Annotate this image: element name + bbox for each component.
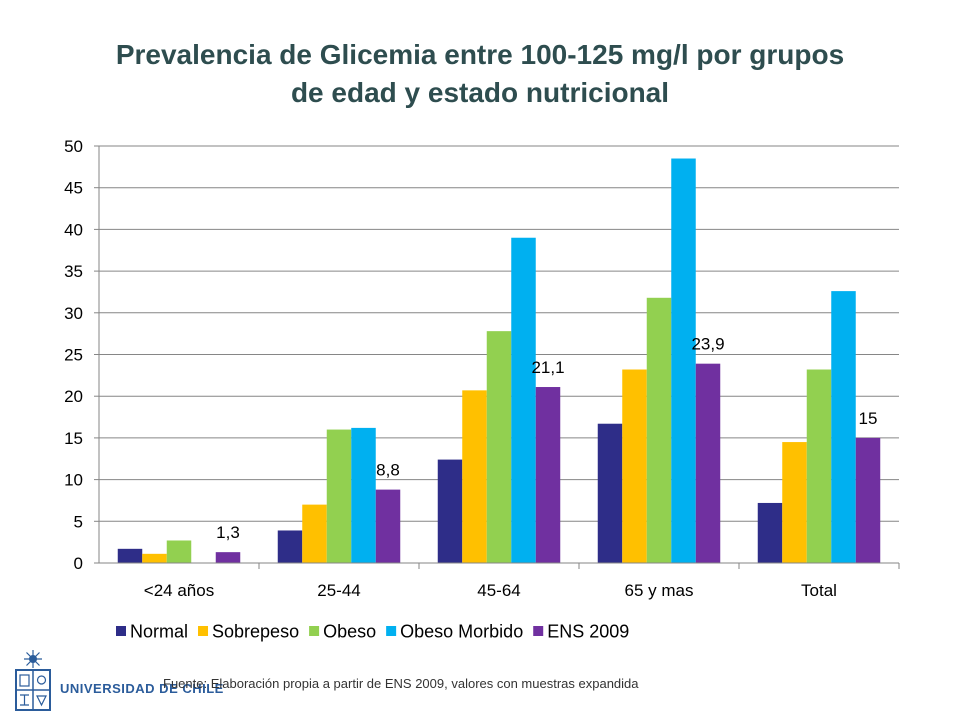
x-tick-label: 45-64 (477, 581, 520, 600)
bar-obeso (486, 331, 512, 563)
bar-sobrepeso (622, 369, 647, 563)
chart-title-line-1: Prevalencia de Glicemia entre 100-125 mg… (115, 39, 845, 70)
source-note: Fuente: Elaboración propia a partir de E… (163, 676, 639, 691)
legend-swatch (309, 626, 320, 636)
bar-obeso-morbido (671, 158, 696, 563)
bar-obeso (646, 297, 672, 563)
y-tick-label: 30 (64, 304, 83, 323)
data-label: 23,9 (691, 335, 724, 354)
y-tick-label: 5 (74, 512, 83, 531)
y-tick-label: 35 (64, 262, 83, 281)
chart-title: Prevalencia de Glicemia entre 100-125 mg… (40, 36, 920, 112)
bar-normal (277, 530, 303, 563)
bar-obeso-morbido (511, 237, 536, 564)
legend-label: Obeso (323, 622, 376, 642)
bar-obeso-morbido (351, 427, 376, 563)
y-tick-label: 40 (64, 220, 83, 239)
bar-sobrepeso (782, 442, 807, 563)
y-tick-label: 0 (74, 554, 83, 573)
bar-obeso (806, 369, 832, 563)
legend-swatch (116, 626, 126, 636)
legend-label: Sobrepeso (212, 622, 299, 642)
bar-normal (117, 548, 143, 563)
bar-ens-2009 (535, 387, 561, 563)
bar-normal (597, 423, 623, 563)
y-tick-label: 10 (64, 471, 83, 490)
legend-swatch (533, 626, 544, 636)
x-tick-label: 65 y mas (625, 581, 694, 600)
bar-normal (437, 459, 463, 563)
bar-obeso (166, 540, 192, 563)
data-label: 15 (859, 409, 878, 428)
legend-swatch (386, 626, 397, 636)
bar-ens-2009 (855, 437, 881, 563)
y-tick-label: 20 (64, 387, 83, 406)
bar-ens-2009 (215, 552, 241, 563)
university-name: UNIVERSIDAD DE CHILE (60, 681, 224, 696)
data-label: 8,8 (376, 461, 400, 480)
legend-label: ENS 2009 (547, 622, 629, 642)
data-label: 21,1 (531, 358, 564, 377)
legend-label: Normal (130, 622, 188, 642)
y-tick-label: 15 (64, 429, 83, 448)
bar-normal (757, 502, 783, 563)
bar-sobrepeso (142, 553, 167, 563)
gridlines (99, 145, 899, 564)
bar-ens-2009 (375, 489, 401, 563)
y-tick-label: 45 (64, 179, 83, 198)
data-labels: 1,3 8,8 21,1 23,9 15 (216, 335, 877, 542)
legend-swatch (198, 626, 209, 636)
university-crest-icon (15, 650, 51, 711)
axes: 0 5 10 15 20 25 30 35 40 45 50 <24 años 25-44 45-64 65… (64, 137, 900, 600)
legend-label: Obeso Morbido (400, 622, 523, 642)
y-tick-label: 50 (64, 137, 83, 156)
data-label: 1,3 (216, 523, 240, 542)
bars (117, 158, 881, 564)
bar-sobrepeso (302, 504, 327, 563)
x-tick-label: Total (801, 581, 837, 600)
bar-ens-2009 (695, 363, 721, 563)
bar-obeso (326, 429, 352, 563)
bar-obeso-morbido (831, 291, 856, 563)
chart-title-line-2: de edad y estado nutricional (290, 77, 670, 108)
x-tick-label: <24 años (144, 581, 214, 600)
legend: Normal Sobrepeso Obeso Obeso Morbido ENS 200… (116, 622, 629, 642)
y-tick-label: 25 (64, 346, 83, 365)
x-tick-label: 25-44 (317, 581, 360, 600)
bar-sobrepeso (462, 390, 487, 563)
